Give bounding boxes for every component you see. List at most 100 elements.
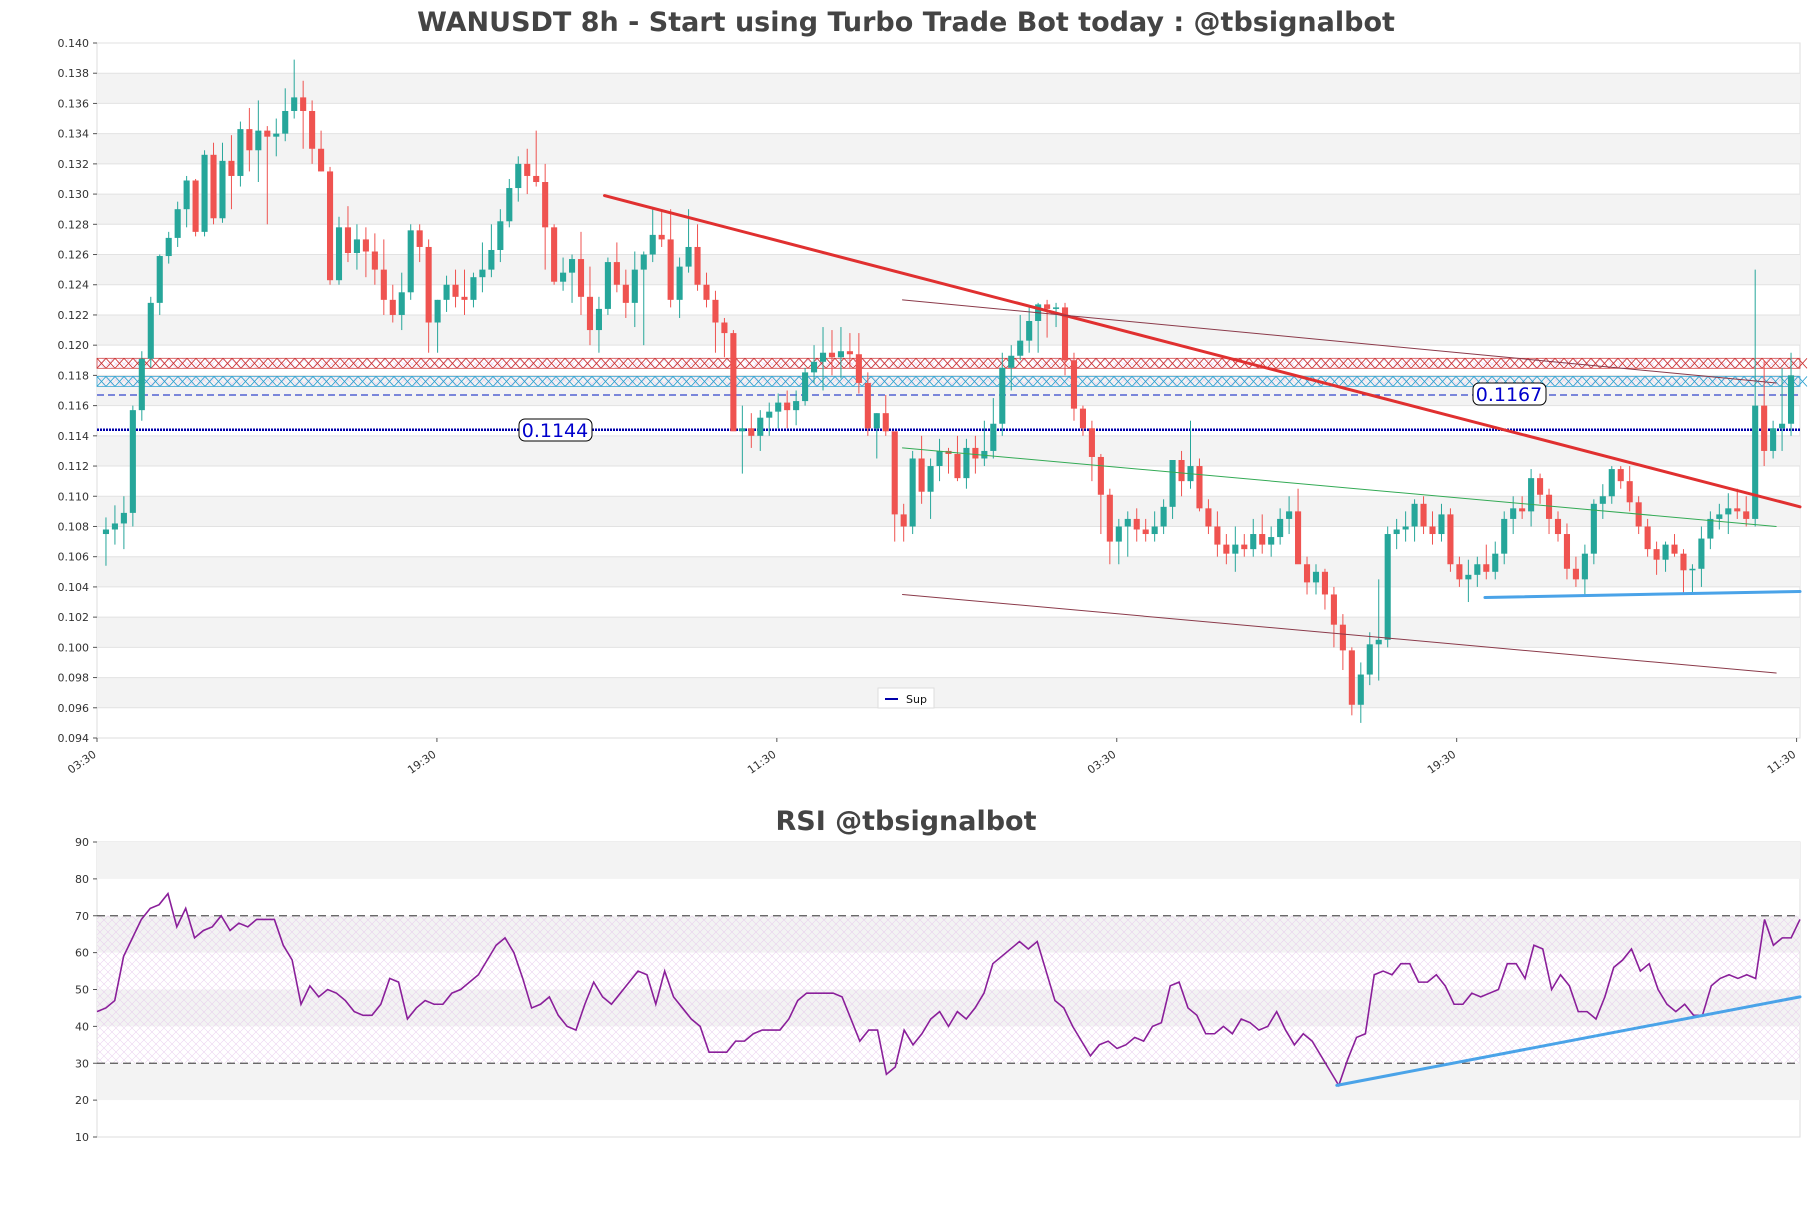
zone-cross xyxy=(1014,376,1025,387)
candle xyxy=(1232,526,1239,572)
zone-cross xyxy=(618,358,629,369)
candle-body xyxy=(1375,639,1382,645)
candle xyxy=(335,216,343,285)
zone-cross xyxy=(960,358,971,369)
zone-cross xyxy=(123,358,134,369)
zone-cross xyxy=(1131,376,1142,387)
zone-cross xyxy=(1347,358,1358,369)
zone-cross xyxy=(1158,358,1169,369)
candle-body xyxy=(533,175,540,182)
candle-body xyxy=(273,133,280,137)
candle-body xyxy=(1545,494,1553,519)
price-label-1144-text: 0.1144 xyxy=(522,420,588,442)
candle xyxy=(1017,314,1024,361)
candle-body xyxy=(1447,514,1454,565)
zone-cross xyxy=(654,358,665,369)
zone-cross xyxy=(501,376,512,387)
candle-body xyxy=(667,239,674,300)
zone-cross xyxy=(1446,358,1457,369)
candle-body xyxy=(470,277,477,300)
y-tick-label: 0.114 xyxy=(58,430,90,443)
x-tick-label: 11:30 xyxy=(745,748,778,777)
candle xyxy=(255,100,262,182)
zone-cross xyxy=(1464,358,1475,369)
candle-body xyxy=(1563,534,1571,569)
candle xyxy=(1178,450,1185,497)
zone-cross xyxy=(1410,358,1421,369)
zone-cross xyxy=(735,358,746,369)
candle-body xyxy=(1528,478,1535,512)
candle-body xyxy=(819,352,827,362)
zone-cross xyxy=(294,358,305,369)
zone-cross xyxy=(951,358,962,369)
zone-cross xyxy=(267,376,278,387)
x-tick-label: 03:30 xyxy=(1085,748,1118,777)
candle-body xyxy=(828,352,836,358)
zone-cross xyxy=(1113,358,1124,369)
candle-body xyxy=(900,514,907,527)
candle-body xyxy=(1097,456,1104,495)
candle-body xyxy=(362,239,369,252)
zone-cross xyxy=(249,358,260,369)
y-tick-label: 0.126 xyxy=(58,249,90,262)
candle-body xyxy=(479,269,486,278)
rsi-chart-title: RSI @tbsignalbot xyxy=(775,806,1036,837)
candle xyxy=(1474,556,1481,587)
zone-cross xyxy=(429,376,440,387)
zone-cross xyxy=(618,376,629,387)
candle-body xyxy=(1689,568,1696,571)
candle xyxy=(1357,662,1364,723)
candle-body xyxy=(685,246,692,267)
zone-cross xyxy=(321,376,332,387)
zone-cross xyxy=(1302,358,1313,369)
x-tick-label: 19:30 xyxy=(1425,748,1458,777)
candle-body xyxy=(156,256,163,303)
candle xyxy=(1375,579,1382,681)
candle-body xyxy=(1053,307,1060,309)
candle xyxy=(1779,367,1786,451)
zone-cross xyxy=(1626,358,1637,369)
zone-cross xyxy=(636,358,647,369)
zone-cross xyxy=(1752,358,1763,369)
candle xyxy=(568,254,576,303)
candle-body xyxy=(1044,304,1051,309)
candle xyxy=(793,390,800,426)
zone-cross xyxy=(1545,376,1556,387)
zone-cross xyxy=(258,376,269,387)
zone-cross xyxy=(843,376,854,387)
zone-cross xyxy=(915,376,926,387)
zone-cross xyxy=(384,376,395,387)
zone-cross xyxy=(1392,358,1403,369)
zone-cross xyxy=(1392,376,1403,387)
zone-cross xyxy=(708,376,719,387)
candle-body xyxy=(309,110,316,149)
zone-cross xyxy=(933,376,944,387)
zone-cross xyxy=(348,358,359,369)
grid-band xyxy=(97,314,1800,346)
zone-cross xyxy=(528,376,539,387)
candle xyxy=(291,59,298,119)
zone-cross xyxy=(1176,376,1187,387)
candle xyxy=(407,224,414,300)
zone-cross xyxy=(1401,358,1412,369)
candle-body xyxy=(1133,518,1140,530)
zone-cross xyxy=(1158,376,1169,387)
zone-cross xyxy=(474,358,485,369)
candle xyxy=(380,239,387,315)
candle xyxy=(766,402,773,436)
zone-cross xyxy=(555,358,566,369)
candle-body xyxy=(793,401,800,411)
candle xyxy=(721,317,728,358)
candle xyxy=(1053,302,1060,328)
candle xyxy=(757,410,764,451)
zone-cross xyxy=(330,358,341,369)
candle xyxy=(1339,614,1346,671)
candle-body xyxy=(1321,571,1329,595)
candle-body xyxy=(506,188,513,222)
zone-cross xyxy=(825,358,836,369)
zone-cross xyxy=(564,376,575,387)
candle-body xyxy=(335,227,343,281)
zone-cross xyxy=(546,376,557,387)
zone-cross xyxy=(915,358,926,369)
zone-cross xyxy=(717,376,728,387)
